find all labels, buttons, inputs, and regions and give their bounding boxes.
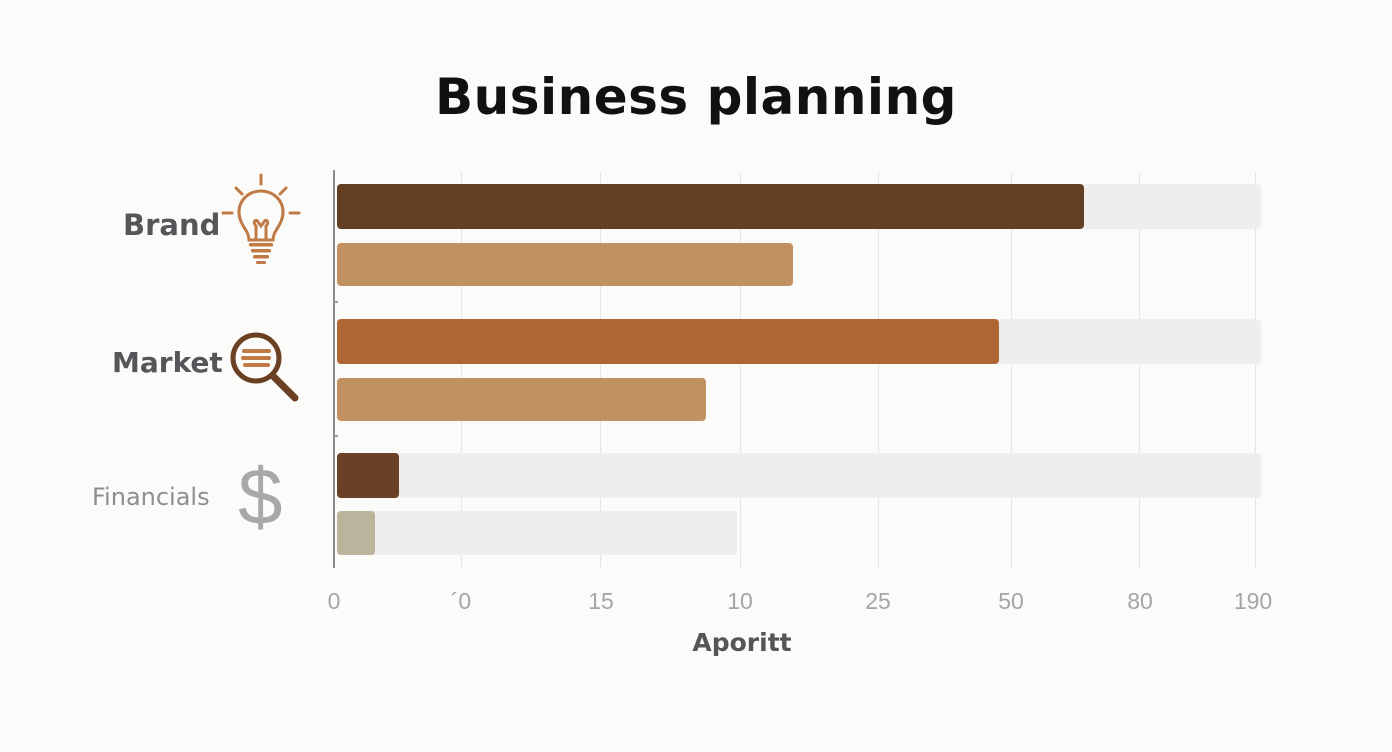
gridline xyxy=(740,172,741,568)
dollar-icon: $ xyxy=(238,452,283,541)
y-axis-tick xyxy=(334,301,338,303)
y-axis-tick xyxy=(334,435,338,437)
chart-title: Business planning xyxy=(435,68,957,126)
gridline xyxy=(878,172,879,568)
gridline xyxy=(1139,172,1140,568)
financials-secondary-bar xyxy=(337,511,375,555)
gridline xyxy=(600,172,601,568)
magnifier-list-icon xyxy=(230,332,299,402)
x-axis-label: Aporitt xyxy=(692,628,792,657)
brand-secondary-bar xyxy=(337,243,793,286)
category-label-brand: Brand xyxy=(123,208,221,242)
category-label-financials: Financials xyxy=(92,483,210,511)
category-label-market: Market xyxy=(112,346,223,379)
x-tick-label: 0 xyxy=(327,588,341,614)
lightbulb-icon xyxy=(221,173,301,264)
x-tick-label: 190 xyxy=(1233,588,1273,614)
market-secondary-bar xyxy=(337,378,706,421)
x-tick-label: 15 xyxy=(588,588,614,614)
financials-primary-bar xyxy=(337,453,399,498)
y-axis-line xyxy=(333,170,335,568)
x-tick-label: 80 xyxy=(1127,588,1153,614)
x-tick-label: 50 xyxy=(998,588,1024,614)
gridline xyxy=(461,172,462,568)
x-tick-label: 10 xyxy=(727,588,753,614)
x-tick-label: ´0 xyxy=(450,588,472,614)
brand-primary-bar xyxy=(337,184,1084,229)
financials-secondary-track xyxy=(337,511,737,555)
gridline xyxy=(1255,172,1256,568)
financials-primary-track xyxy=(337,453,1261,498)
x-tick-label: 25 xyxy=(865,588,891,614)
market-primary-bar xyxy=(337,319,999,364)
gridline xyxy=(1011,172,1012,568)
